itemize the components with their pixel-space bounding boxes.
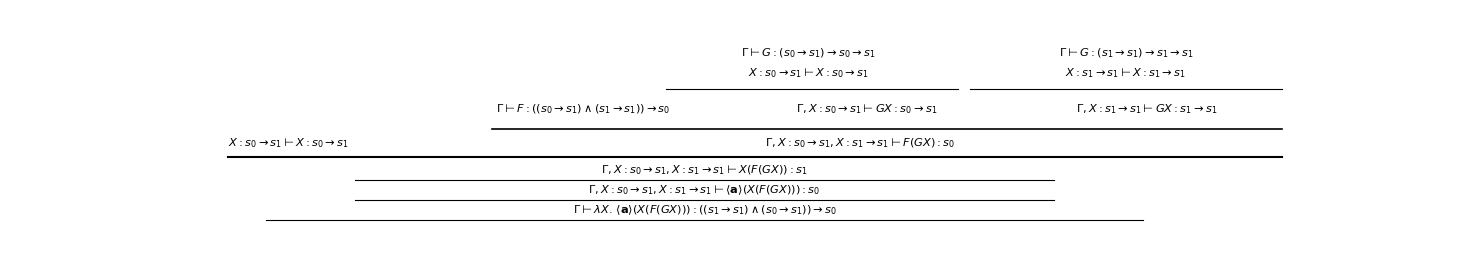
Text: $\Gamma \vdash G : (s_0 \to s_1) \to s_0 \to s_1$: $\Gamma \vdash G : (s_0 \to s_1) \to s_0… — [741, 46, 876, 60]
Text: $\Gamma, X : s_0 \to s_1, X : s_1 \to s_1 \vdash \langle \mathbf{a} \rangle(X(F(: $\Gamma, X : s_0 \to s_1, X : s_1 \to s_… — [589, 183, 820, 197]
Text: $\Gamma \vdash \lambda X.\, \langle \mathbf{a} \rangle(X(F(GX))) : ((s_1 \to s_1: $\Gamma \vdash \lambda X.\, \langle \mat… — [573, 204, 837, 217]
Text: $X : s_1 \to s_1 \vdash X : s_1 \to s_1$: $X : s_1 \to s_1 \vdash X : s_1 \to s_1$ — [1065, 66, 1186, 79]
Text: $X : s_0 \to s_1 \vdash X : s_0 \to s_1$: $X : s_0 \to s_1 \vdash X : s_0 \to s_1$ — [227, 136, 349, 150]
Text: $\Gamma, X : s_0 \to s_1 \vdash GX : s_0 \to s_1$: $\Gamma, X : s_0 \to s_1 \vdash GX : s_0… — [795, 102, 937, 116]
Text: $X : s_0 \to s_1 \vdash X : s_0 \to s_1$: $X : s_0 \to s_1 \vdash X : s_0 \to s_1$ — [748, 66, 869, 79]
Text: $\Gamma, X : s_0 \to s_1, X : s_1 \to s_1 \vdash X(F(GX)) : s_1$: $\Gamma, X : s_0 \to s_1, X : s_1 \to s_… — [601, 163, 809, 177]
Text: $\Gamma, X : s_1 \to s_1 \vdash GX : s_1 \to s_1$: $\Gamma, X : s_1 \to s_1 \vdash GX : s_1… — [1075, 102, 1217, 116]
Text: $\Gamma \vdash F : ((s_0 \to s_1) \wedge (s_1 \to s_1)) \to s_0$: $\Gamma \vdash F : ((s_0 \to s_1) \wedge… — [496, 102, 670, 116]
Text: $\Gamma \vdash G : (s_1 \to s_1) \to s_1 \to s_1$: $\Gamma \vdash G : (s_1 \to s_1) \to s_1… — [1059, 46, 1193, 60]
Text: $\Gamma, X : s_0 \to s_1, X : s_1 \to s_1 \vdash F(GX) : s_0$: $\Gamma, X : s_0 \to s_1, X : s_1 \to s_… — [764, 136, 955, 150]
